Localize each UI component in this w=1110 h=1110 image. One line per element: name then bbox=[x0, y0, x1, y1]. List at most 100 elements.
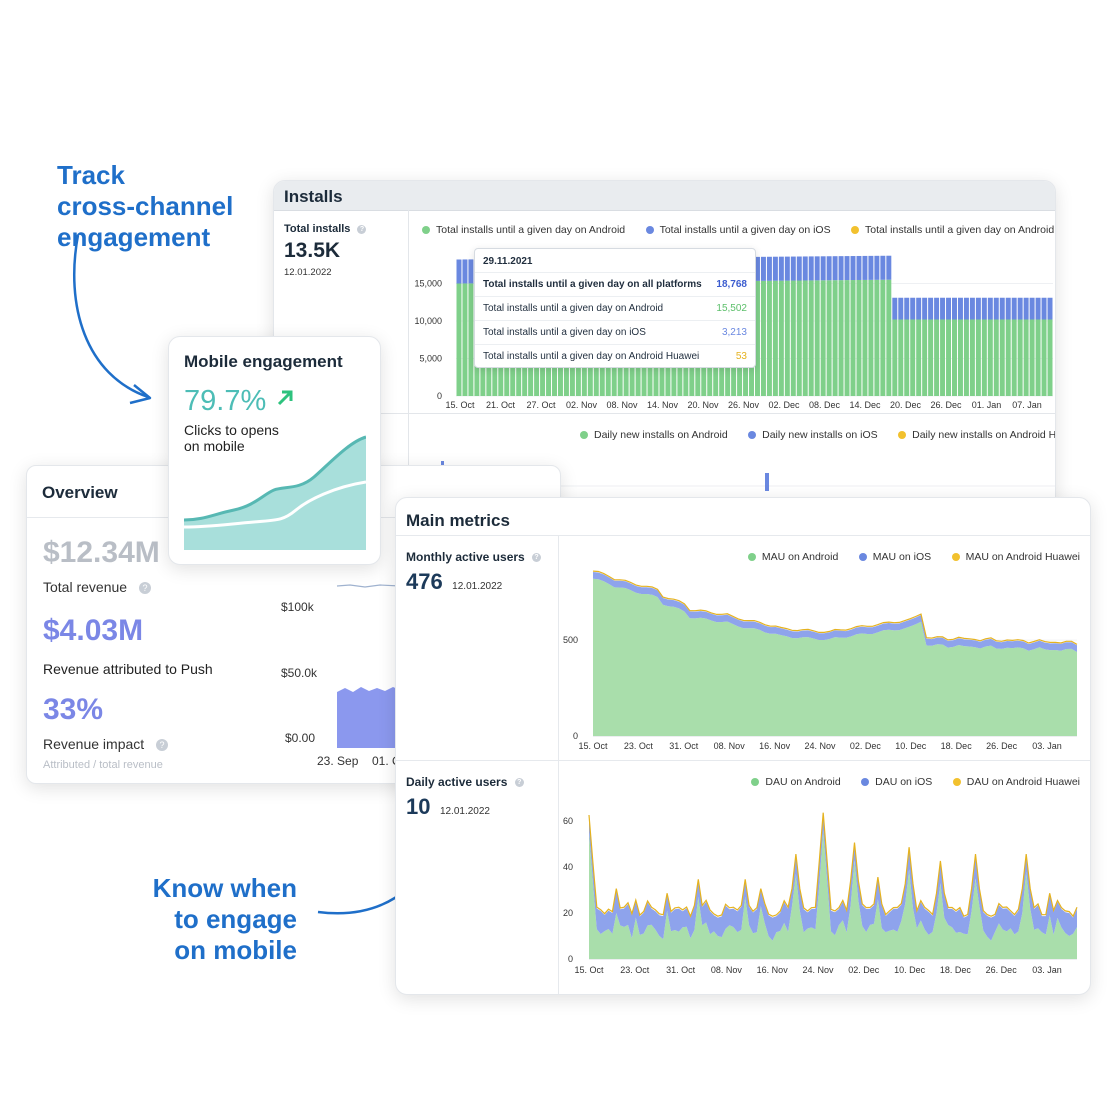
mobile-engagement-title: Mobile engagement bbox=[184, 352, 343, 371]
legend-dau-ios[interactable]: DAU on iOS bbox=[861, 776, 932, 788]
legend-ios[interactable]: Total installs until a given day on iOS bbox=[645, 224, 831, 236]
installs-bar-android bbox=[784, 280, 790, 396]
installs-bar-android bbox=[850, 280, 856, 396]
installs-bar-android bbox=[946, 319, 952, 396]
overview-y-tick: $100k bbox=[281, 600, 315, 614]
dau-summary: Daily active users ? 10 12.01.2022 bbox=[406, 775, 524, 820]
revenue-impact-sub: Attributed / total revenue bbox=[43, 759, 163, 771]
installs-bar-ios bbox=[975, 297, 981, 320]
installs-bar-ios bbox=[916, 297, 922, 320]
installs-y-tick: 10,000 bbox=[414, 316, 442, 326]
installs-bar-ios bbox=[832, 256, 838, 281]
legend-android[interactable]: Total installs until a given day on Andr… bbox=[422, 224, 625, 236]
legend-dot-icon bbox=[747, 553, 756, 561]
installs-bar-android bbox=[778, 280, 784, 396]
legend-dau-android[interactable]: DAU on Android bbox=[751, 776, 841, 788]
installs-bar-ios bbox=[468, 259, 474, 284]
legend-daily-ios[interactable]: Daily new installs on iOS bbox=[748, 429, 878, 441]
installs-bar-android bbox=[826, 280, 832, 396]
help-icon[interactable]: ? bbox=[138, 582, 151, 595]
legend-mau-huawei[interactable]: MAU on Android Huawei bbox=[951, 551, 1080, 563]
legend-dau-huawei[interactable]: DAU on Android Huawei bbox=[952, 776, 1080, 788]
mau-y-tick: 0 bbox=[573, 731, 578, 741]
installs-bar-ios bbox=[963, 297, 969, 320]
dau-label: Daily active users bbox=[406, 775, 508, 789]
installs-x-tick: 26. Dec bbox=[930, 400, 962, 410]
legend-dot-icon bbox=[858, 553, 867, 561]
installs-y-tick: 5,000 bbox=[419, 354, 442, 364]
installs-bar-android bbox=[999, 319, 1005, 396]
installs-bar-android bbox=[862, 279, 868, 396]
help-icon[interactable]: ? bbox=[357, 224, 367, 234]
installs-bar-ios bbox=[981, 297, 987, 320]
legend-daily-android[interactable]: Daily new installs on Android bbox=[580, 429, 728, 441]
installs-bar-android bbox=[1041, 319, 1047, 396]
legend-dot-icon bbox=[861, 778, 870, 786]
help-icon[interactable]: ? bbox=[514, 778, 524, 788]
installs-bar-android bbox=[838, 280, 844, 396]
overview-x-tick: 23. Sep bbox=[317, 754, 359, 768]
legend-huawei[interactable]: Total installs until a given day on Andr… bbox=[851, 224, 1055, 236]
installs-bar-android bbox=[868, 279, 874, 396]
mobile-engagement-label: Clicks to opens on mobile bbox=[184, 422, 279, 454]
dau-x-tick: 18. Dec bbox=[940, 965, 972, 975]
main-metrics-card: Main metrics Monthly active users ? 476 … bbox=[395, 497, 1091, 995]
installs-bar-android bbox=[844, 280, 850, 396]
installs-bar-android bbox=[892, 319, 898, 396]
installs-bar-ios bbox=[456, 259, 462, 284]
dau-area-chart[interactable]: 60 40 20 015. Oct 23. Oct 31. Oct 08. Nov 16. N… bbox=[559, 793, 1090, 988]
tooltip-row-android: Total installs until a given day on Andr… bbox=[475, 296, 755, 320]
mobile-engagement-area-chart bbox=[184, 435, 366, 550]
installs-bar-ios bbox=[999, 297, 1005, 320]
installs-bar-android bbox=[874, 279, 880, 396]
installs-bar-ios bbox=[462, 259, 468, 284]
revenue-impact-value: 33% bbox=[43, 693, 104, 726]
installs-header: Installs bbox=[274, 181, 1055, 211]
dau-y-tick: 40 bbox=[563, 862, 573, 872]
dau-y-tick: 20 bbox=[563, 908, 573, 918]
push-revenue-value: $4.03M bbox=[43, 614, 144, 647]
installs-x-tick: 02. Dec bbox=[768, 400, 800, 410]
dau-y-tick: 60 bbox=[563, 816, 573, 826]
mau-x-tick: 23. Oct bbox=[624, 741, 654, 751]
legend-daily-huawei[interactable]: Daily new installs on Android Huawei bbox=[898, 429, 1055, 441]
overview-x-tick: 01. O bbox=[372, 754, 401, 768]
installs-bar-android bbox=[1017, 319, 1023, 396]
installs-bar-ios bbox=[856, 255, 862, 280]
overview-revenue-chart[interactable]: $100k $50.0k $0.00 23. Sep 01. O bbox=[275, 566, 560, 771]
installs-bar-ios bbox=[1029, 297, 1035, 320]
installs-bar-android bbox=[1005, 319, 1011, 396]
installs-bar-ios bbox=[1005, 297, 1011, 320]
installs-bar-android bbox=[898, 319, 904, 396]
dau-x-tick: 31. Oct bbox=[666, 965, 696, 975]
mau-date: 12.01.2022 bbox=[452, 581, 503, 592]
installs-bar-ios bbox=[826, 256, 832, 281]
legend-dot-icon bbox=[751, 778, 760, 786]
legend-mau-ios[interactable]: MAU on iOS bbox=[858, 551, 931, 563]
dau-x-tick: 10. Dec bbox=[894, 965, 926, 975]
installs-bar-android bbox=[820, 280, 826, 396]
installs-bar-android bbox=[969, 319, 975, 396]
dau-x-tick: 16. Nov bbox=[757, 965, 789, 975]
installs-bar-ios bbox=[1041, 297, 1047, 320]
installs-bar-ios bbox=[922, 297, 928, 320]
mau-x-tick: 18. Dec bbox=[941, 741, 973, 751]
installs-bar-android bbox=[790, 280, 796, 396]
tooltip-date: 29.11.2021 bbox=[483, 256, 533, 267]
installs-bar-android bbox=[1047, 319, 1053, 396]
help-icon[interactable]: ? bbox=[156, 739, 169, 752]
dau-legend: DAU on Android DAU on iOS DAU on Android… bbox=[735, 773, 1080, 791]
installs-bar-android bbox=[957, 319, 963, 396]
installs-bar-android bbox=[880, 279, 886, 396]
installs-bar-android bbox=[814, 280, 820, 396]
mau-label: Monthly active users bbox=[406, 550, 525, 564]
mau-x-tick: 03. Jan bbox=[1032, 741, 1062, 751]
legend-mau-android[interactable]: MAU on Android bbox=[747, 551, 838, 563]
installs-bar-ios bbox=[850, 256, 856, 281]
installs-x-tick: 02. Nov bbox=[566, 400, 598, 410]
dau-area-ios bbox=[589, 814, 1077, 941]
help-icon[interactable]: ? bbox=[532, 553, 542, 563]
installs-bar-ios bbox=[880, 255, 886, 280]
mau-x-tick: 16. Nov bbox=[759, 741, 791, 751]
mau-area-chart[interactable]: 500 015. Oct 23. Oct 31. Oct 08. Nov 16. Nov 2… bbox=[559, 568, 1090, 758]
